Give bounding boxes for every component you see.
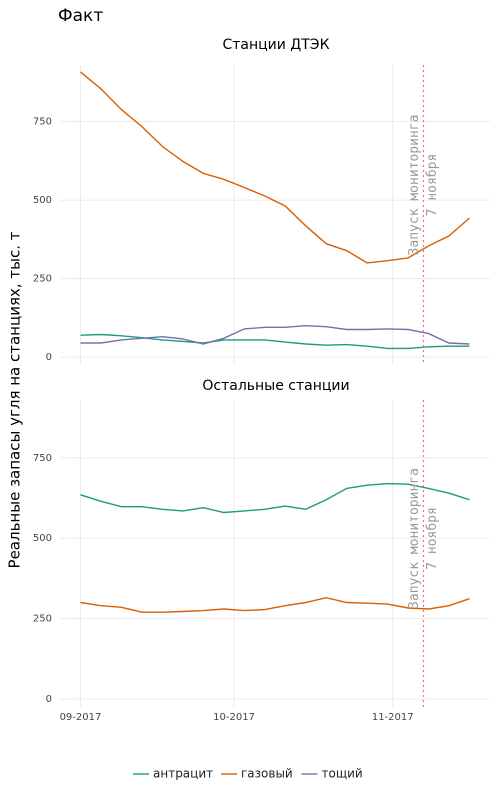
y-axis-label: Реальные запасы угля на станциях, тыс. т [6, 231, 24, 568]
annotation-text: Запуск мониторинга [407, 468, 422, 609]
line-series [80, 324, 470, 345]
line-series [80, 71, 470, 264]
annotation-text: 7 ноября [425, 154, 440, 217]
y-tick-label: 750 [33, 453, 52, 464]
annotation-text: Запуск мониторинга [407, 115, 422, 256]
y-tick-label: 250 [33, 274, 52, 285]
legend-label: антрацит [153, 767, 213, 781]
y-tick-label: 250 [33, 614, 52, 625]
x-tick-label: 09-2017 [60, 712, 102, 723]
x-tick-label: 10-2017 [213, 712, 255, 723]
facet-title: Станции ДТЭК [222, 37, 329, 53]
y-tick-label: 500 [33, 195, 52, 206]
facet-title: Остальные станции [202, 378, 349, 394]
line-series [80, 596, 470, 613]
y-tick-label: 0 [46, 694, 52, 705]
y-tick-label: 0 [46, 352, 52, 363]
legend-label: тощий [322, 767, 363, 781]
legend-label: газовый [241, 767, 293, 781]
y-tick-label: 750 [33, 117, 52, 128]
y-tick-label: 500 [33, 533, 52, 544]
line-series [80, 333, 470, 350]
x-tick-label: 11-2017 [372, 712, 414, 723]
line-series [80, 482, 470, 514]
chart-title: Факт [58, 6, 103, 26]
annotation-text: 7 ноября [425, 507, 440, 570]
